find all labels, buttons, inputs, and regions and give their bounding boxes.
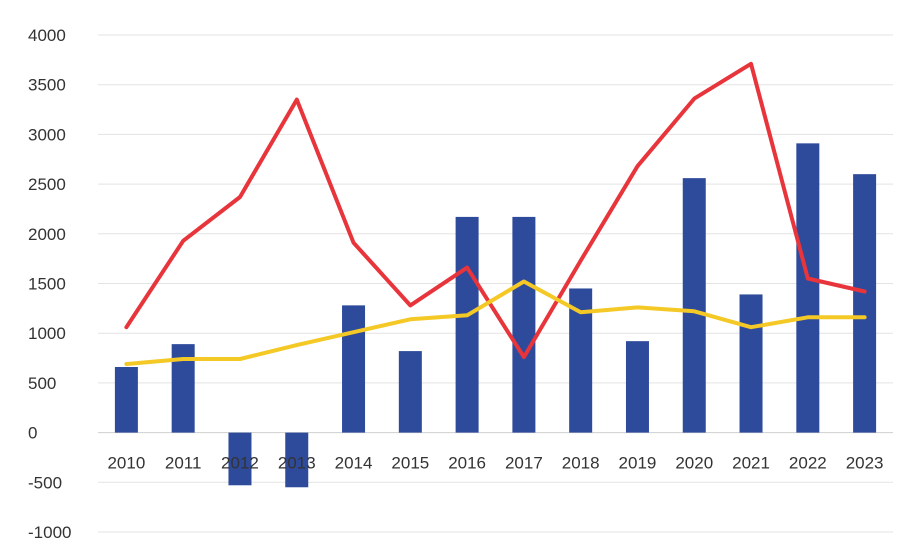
bar (796, 143, 820, 433)
x-tick-label: 2017 (505, 454, 543, 473)
y-tick-label: 0 (28, 424, 37, 443)
y-tick-label: 2500 (28, 175, 66, 194)
bar (739, 294, 763, 433)
bar (625, 341, 649, 433)
bar (285, 432, 309, 488)
x-tick-label: 2010 (107, 454, 145, 473)
y-tick-label: 4000 (28, 26, 66, 45)
series-line (124, 279, 867, 366)
series-line (124, 61, 867, 360)
y-tick-label: 1000 (28, 324, 66, 343)
x-tick-label: 2012 (221, 454, 259, 473)
x-tick-label: 2022 (789, 454, 827, 473)
y-tick-label: -500 (28, 473, 62, 492)
bar-series (114, 143, 877, 488)
x-tick-label: 2020 (675, 454, 713, 473)
x-tick-label: 2019 (619, 454, 657, 473)
grid-lines (98, 34, 893, 533)
x-axis-tick-labels: 2010 2011 2012 2013 2014 2015 2016 2017 2018 2019… (107, 454, 883, 473)
bar (455, 216, 479, 433)
bar (228, 432, 252, 486)
y-tick-label: -1000 (28, 523, 71, 542)
line-series (124, 61, 867, 366)
x-tick-label: 2015 (391, 454, 429, 473)
y-axis-tick-labels: 4000 3500 3000 2500 2000 1500 1000 500 0 -500 -100… (28, 26, 71, 542)
bar (114, 366, 138, 433)
x-tick-label: 2021 (732, 454, 770, 473)
y-tick-label: 1500 (28, 275, 66, 294)
y-tick-label: 2000 (28, 225, 66, 244)
y-tick-label: 3500 (28, 76, 66, 95)
x-tick-label: 2018 (562, 454, 600, 473)
bar (682, 178, 706, 433)
x-tick-label: 2023 (846, 454, 884, 473)
bar (398, 351, 422, 433)
x-tick-label: 2013 (278, 454, 316, 473)
bar (342, 305, 366, 433)
x-tick-label: 2011 (165, 454, 202, 473)
bar (569, 288, 593, 433)
bar (512, 216, 536, 433)
y-tick-label: 3000 (28, 125, 66, 144)
bar (171, 344, 195, 433)
x-tick-label: 2016 (448, 454, 486, 473)
x-tick-label: 2014 (335, 454, 373, 473)
bar (853, 174, 877, 433)
y-tick-label: 500 (28, 374, 56, 393)
